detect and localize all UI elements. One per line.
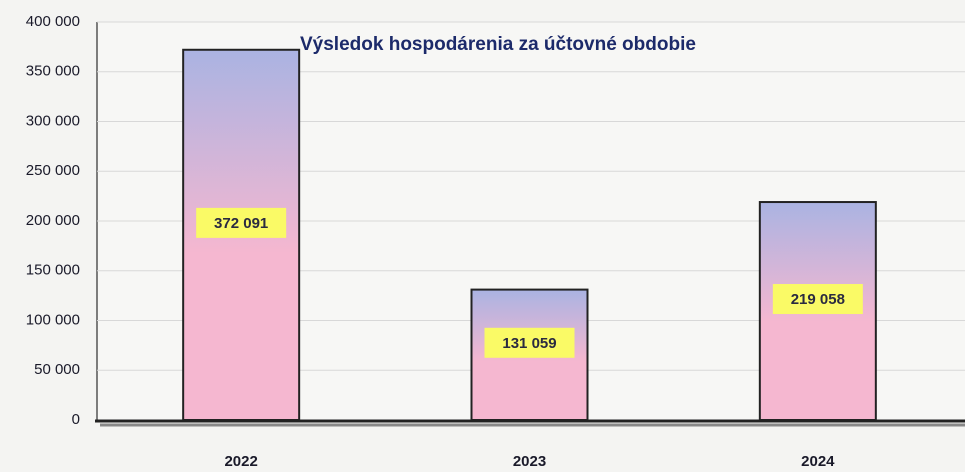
y-tick-label: 50 000 [34,361,80,378]
y-tick-label: 400 000 [26,13,80,30]
y-tick-label: 0 [72,411,80,428]
value-label-box [196,207,287,238]
x-tick-label: 2022 [224,453,257,470]
y-tick-label: 200 000 [26,212,80,229]
value-label: 372 091 [214,215,268,232]
y-tick-label: 100 000 [26,311,80,328]
y-tick-label: 300 000 [26,112,80,129]
y-tick-label: 350 000 [26,63,80,80]
value-label-box [484,327,575,358]
value-label-box [772,284,863,315]
x-tick-label: 2024 [801,453,835,470]
value-label: 219 058 [791,291,845,308]
y-tick-label: 250 000 [26,162,80,179]
value-label: 131 059 [502,335,556,352]
x-tick-label: 2023 [513,453,546,470]
chart-title: Výsledok hospodárenia za účtovné obdobie [300,34,696,55]
y-tick-label: 150 000 [26,262,80,279]
